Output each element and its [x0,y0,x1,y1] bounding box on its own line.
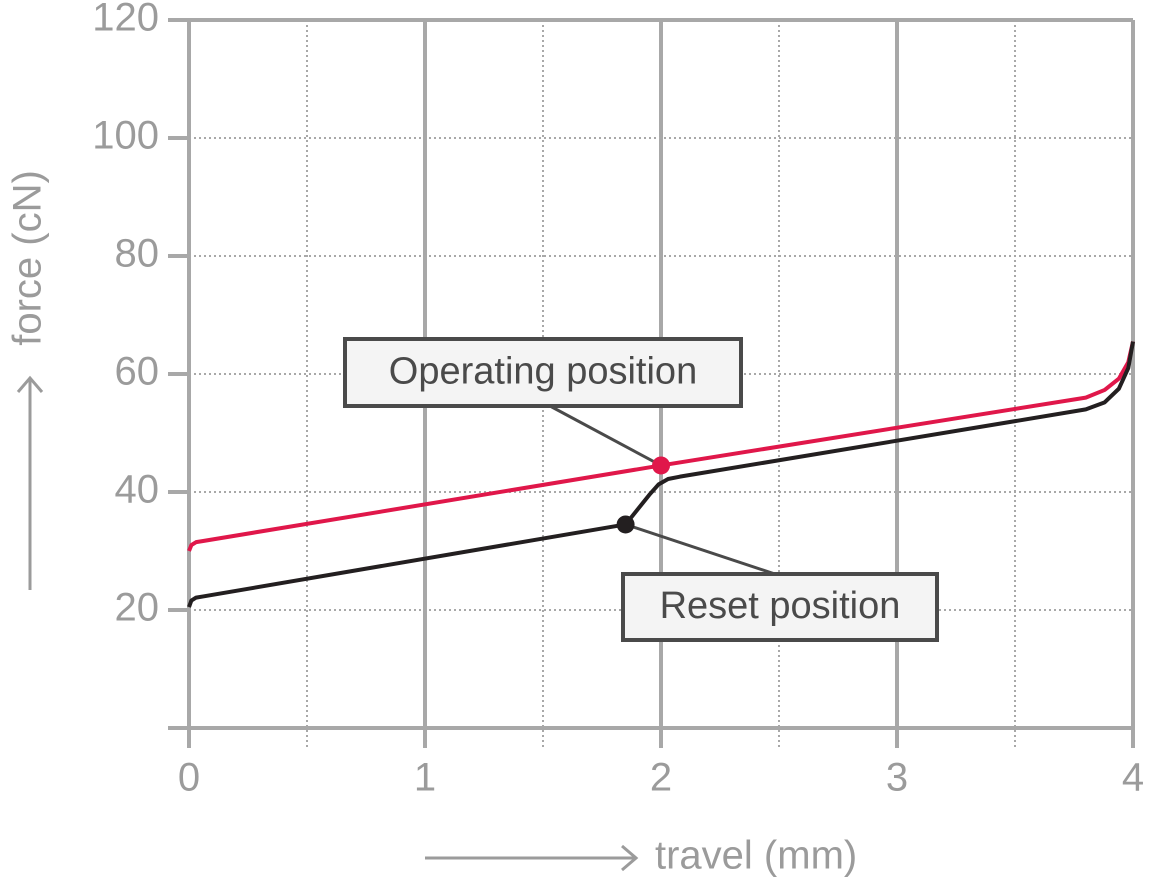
x-axis-label: travel (mm) [655,834,857,878]
marker [652,456,670,475]
y-tick-label: 40 [115,468,160,512]
marker [616,515,635,534]
leader-line [625,523,776,576]
x-tick-label: 4 [1122,756,1144,800]
y-tick-label: 80 [115,232,160,276]
y-axis-arrowhead [16,375,44,393]
y-tick-label: 60 [115,350,160,394]
line-series [187,341,1135,552]
y-tick-label: 20 [115,586,160,630]
y-tick-label: 100 [92,114,159,158]
x-axis-title: travel (mm) [425,834,857,878]
x-axis-arrowhead [621,844,639,872]
annotation-box [343,337,743,408]
y-tick-label: 120 [92,0,159,40]
annotation-box [621,572,939,642]
x-tick-label: 3 [886,756,908,800]
annotation-label: Reset position [660,585,901,627]
y-axis-title: force (cN) [6,170,50,590]
annotation-label: Operating position [389,351,697,393]
leader-line [549,404,662,467]
x-tick-label: 2 [650,756,672,800]
x-tick-label: 0 [178,756,200,800]
line-series [187,341,1135,608]
x-tick-label: 1 [414,756,436,800]
y-axis-label: force (cN) [6,170,50,346]
